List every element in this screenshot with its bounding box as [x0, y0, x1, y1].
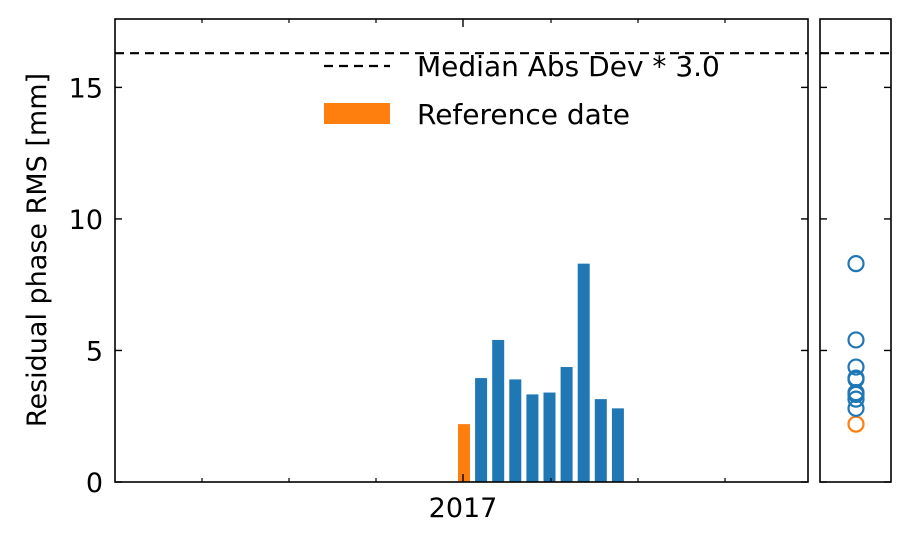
value-point	[847, 331, 865, 349]
bar	[543, 392, 556, 482]
bar	[560, 367, 573, 482]
bar	[611, 408, 624, 482]
bar	[526, 394, 539, 482]
legend: Median Abs Dev * 3.0 Reference date	[324, 50, 720, 131]
bar-series	[458, 263, 624, 482]
side-y-ticks	[820, 86, 891, 483]
legend-threshold-label: Median Abs Dev * 3.0	[417, 50, 720, 83]
y-tick-label: 0	[86, 468, 103, 499]
main-x-ticks: 2017	[201, 19, 726, 524]
legend-reference-label: Reference date	[417, 98, 630, 131]
value-point	[847, 358, 865, 376]
value-point	[847, 399, 865, 417]
main-y-ticks: 0 5 10 15	[69, 73, 808, 499]
value-distribution-points	[847, 255, 865, 433]
side-plot-frame	[819, 18, 892, 483]
reference-bar	[458, 424, 470, 482]
legend-reference-swatch	[324, 103, 390, 124]
value-point	[847, 255, 865, 273]
main-plot-frame	[114, 18, 809, 483]
reference-point	[847, 415, 865, 433]
bar	[492, 339, 505, 482]
y-tick-label: 15	[69, 73, 103, 104]
value-point	[847, 390, 865, 408]
bar	[594, 399, 607, 482]
x-tick-label: 2017	[429, 493, 498, 524]
y-axis-label: Residual phase RMS [mm]	[22, 73, 53, 427]
y-tick-label: 10	[69, 205, 103, 236]
bar	[475, 378, 488, 482]
y-tick-label: 5	[86, 336, 103, 367]
bar	[577, 263, 590, 482]
bar	[509, 379, 522, 482]
